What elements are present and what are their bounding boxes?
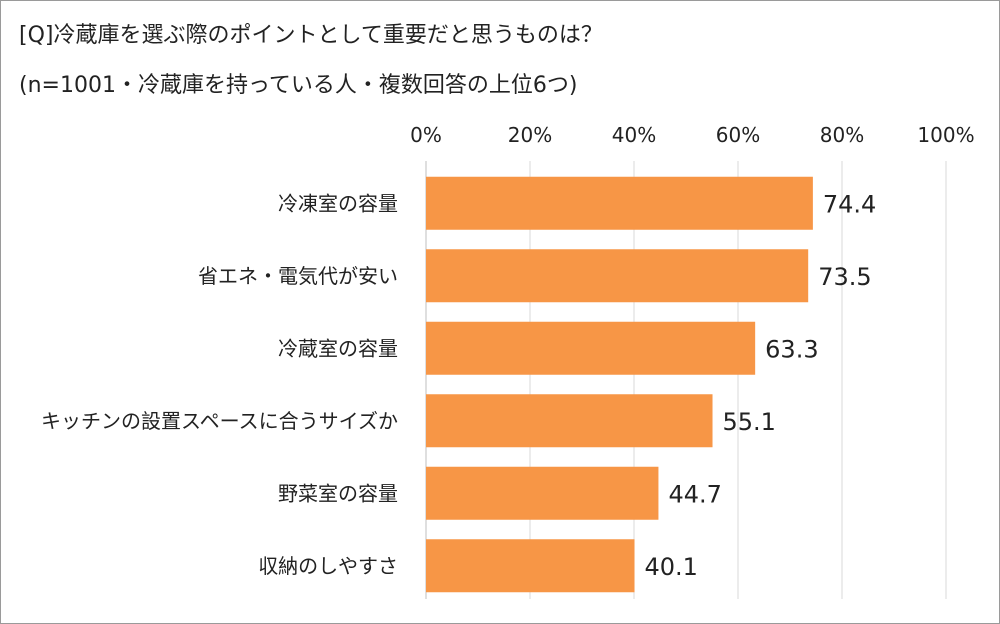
category-label: 野菜室の容量 — [278, 481, 398, 505]
x-tick-label: 40% — [612, 123, 656, 147]
category-label: 省エネ・電気代が安い — [198, 264, 398, 288]
category-label: キッチンの設置スペースに合うサイズか — [41, 409, 398, 433]
value-label: 73.5 — [818, 263, 871, 291]
bar — [426, 466, 659, 520]
value-label: 55.1 — [723, 408, 776, 436]
bar — [426, 539, 635, 593]
bar — [426, 394, 713, 448]
category-label: 収納のしやすさ — [258, 554, 398, 578]
bar — [426, 176, 813, 230]
value-label: 63.3 — [765, 335, 818, 363]
bar — [426, 249, 809, 303]
x-tick-label: 0% — [410, 123, 442, 147]
value-label: 74.4 — [823, 190, 876, 218]
bar — [426, 321, 756, 375]
value-label: 44.7 — [668, 480, 721, 508]
value-label: 40.1 — [645, 553, 698, 581]
chart-subtitle: (n=1001・冷蔵庫を持っている人・複数回答の上位6つ) — [19, 73, 578, 98]
x-tick-label: 60% — [716, 123, 760, 147]
category-label: 冷凍室の容量 — [278, 191, 398, 215]
x-tick-label: 20% — [508, 123, 552, 147]
chart-title: [Q]冷蔵庫を選ぶ際のポイントとして重要だと思うものは？ — [19, 23, 603, 48]
category-label: 冷蔵室の容量 — [278, 336, 398, 360]
x-tick-label: 80% — [820, 123, 864, 147]
x-tick-label: 100% — [917, 123, 974, 147]
